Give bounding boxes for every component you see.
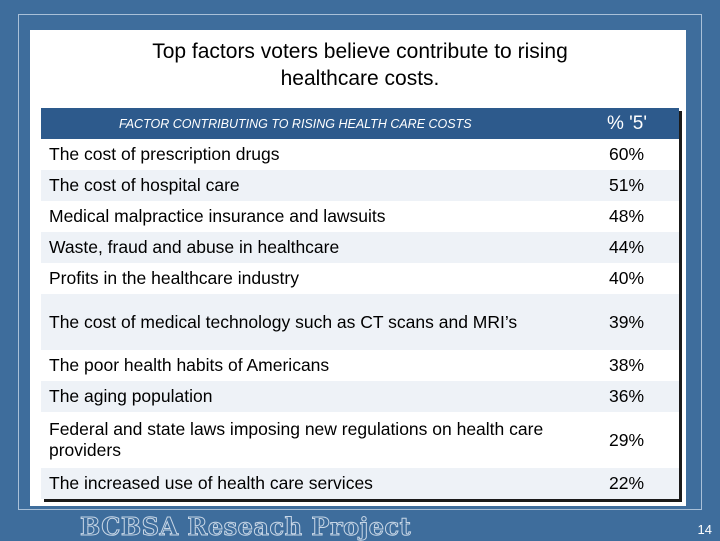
table-row: The increased use of health care service… (41, 468, 679, 499)
brand-logo-text: BCBSA Reseach Project (79, 512, 412, 541)
row-percent: 36% (609, 386, 645, 406)
table-row: The cost of hospital care 51% (41, 170, 679, 201)
row-factor: The cost of hospital care (49, 175, 240, 195)
table-row: Waste, fraud and abuse in healthcare 44% (41, 232, 679, 263)
header-factor: FACTOR CONTRIBUTING TO RISING HEALTH CAR… (119, 116, 472, 131)
factors-table: FACTOR CONTRIBUTING TO RISING HEALTH CAR… (41, 108, 679, 499)
row-percent: 29% (609, 429, 645, 450)
row-factor: The cost of prescription drugs (49, 144, 280, 164)
row-factor: The aging population (49, 386, 213, 406)
page-number: 14 (697, 522, 712, 537)
row-percent: 60% (609, 144, 645, 164)
row-factor: The increased use of health care service… (49, 473, 373, 493)
row-percent: 44% (609, 237, 645, 257)
row-percent: 39% (609, 311, 645, 332)
table-row: The cost of prescription drugs 60% (41, 139, 679, 170)
row-factor: Medical malpractice insurance and lawsui… (49, 206, 386, 226)
header-percent: % '5' (607, 112, 647, 134)
row-percent: 22% (609, 473, 645, 493)
table-row: The aging population 36% (41, 381, 679, 412)
row-percent: 51% (609, 175, 645, 195)
row-percent: 48% (609, 206, 645, 226)
table-row: Medical malpractice insurance and lawsui… (41, 201, 679, 232)
row-factor: Waste, fraud and abuse in healthcare (49, 237, 340, 257)
row-percent: 38% (609, 355, 645, 375)
table-row: The poor health habits of Americans 38% (41, 350, 679, 381)
table-header-row: FACTOR CONTRIBUTING TO RISING HEALTH CAR… (41, 108, 679, 139)
table-row: The cost of medical technology such as C… (41, 294, 679, 350)
row-factor: Profits in the healthcare industry (49, 268, 299, 288)
row-factor: The poor health habits of Americans (49, 355, 330, 375)
table-row: Profits in the healthcare industry 40% (41, 263, 679, 294)
slide-panel (30, 30, 686, 506)
table-row: Federal and state laws imposing new regu… (41, 412, 679, 468)
row-factor: The cost of medical technology such as C… (49, 311, 518, 332)
slide-frame (18, 14, 702, 510)
slide-title: Top factors voters believe contribute to… (152, 40, 568, 90)
row-percent: 40% (609, 268, 645, 288)
row-factor: Federal and state laws imposing new regu… (49, 419, 544, 460)
